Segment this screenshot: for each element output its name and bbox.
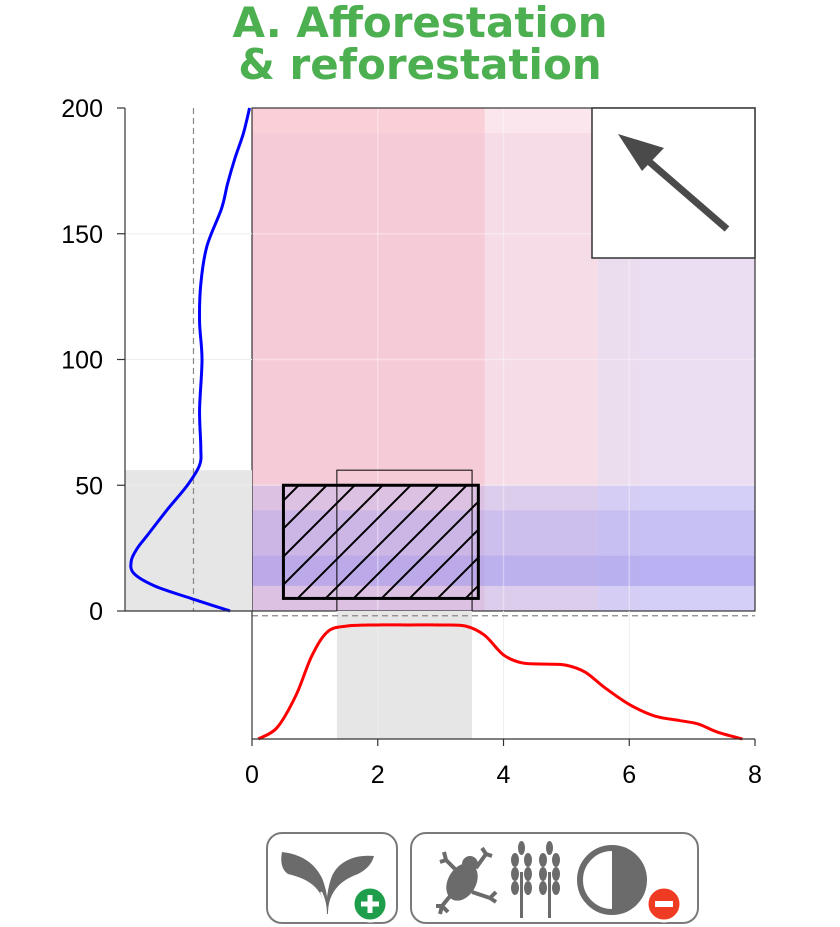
chart-title-line-2: & reforestation bbox=[238, 40, 602, 89]
top-density-panel bbox=[251, 611, 755, 741]
x-range-band bbox=[484, 108, 598, 611]
y-tick-label: 200 bbox=[61, 95, 103, 123]
y-tick-label: 150 bbox=[61, 221, 103, 249]
left-density-panel bbox=[124, 107, 252, 613]
hatched-box bbox=[281, 483, 480, 600]
main-plot bbox=[251, 107, 756, 612]
top-highlight-band bbox=[336, 611, 473, 739]
half-circle-icon bbox=[577, 845, 647, 915]
wheat-icon bbox=[511, 841, 560, 918]
plus-badge-icon bbox=[351, 885, 389, 923]
top-density-curve bbox=[257, 623, 743, 741]
chart-title-line-1: A. Afforestation bbox=[232, 0, 608, 47]
x-tick-label: 0 bbox=[245, 761, 259, 789]
chart-title: A. Afforestation & reforestation bbox=[0, 2, 840, 86]
x-tick-label: 6 bbox=[622, 761, 636, 789]
left-highlight-band bbox=[125, 470, 252, 611]
y-tick-label: 100 bbox=[61, 347, 103, 375]
y-tick-label: 0 bbox=[89, 598, 103, 626]
leaves-icon bbox=[281, 852, 374, 915]
left-density-curve bbox=[129, 107, 252, 613]
frog-icon bbox=[436, 846, 498, 915]
direction-arrow-icon bbox=[591, 107, 756, 259]
minus-badge-icon bbox=[645, 885, 683, 923]
impact-badge bbox=[410, 832, 699, 924]
x-tick-label: 8 bbox=[748, 761, 762, 789]
benefit-badge bbox=[266, 832, 398, 924]
axes: 0 2 4 6 8 0 50 100 150 200 bbox=[61, 95, 762, 789]
x-tick-label: 2 bbox=[371, 761, 385, 789]
y-tick-label: 50 bbox=[75, 472, 103, 500]
x-tick-label: 4 bbox=[497, 761, 511, 789]
